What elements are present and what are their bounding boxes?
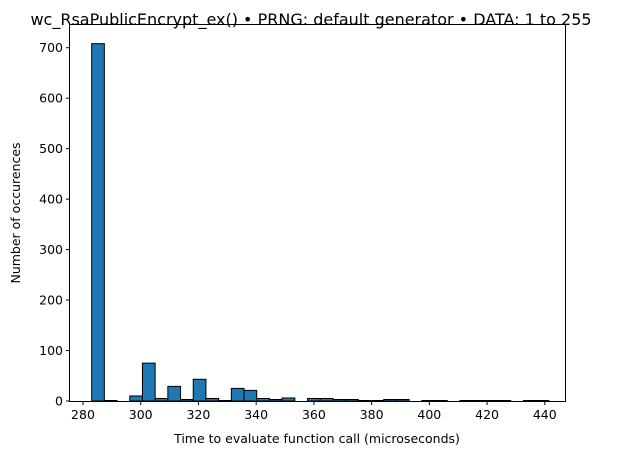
histogram-bar: [345, 398, 359, 402]
histogram-bar: [332, 398, 347, 402]
y-tick-label: 600: [39, 91, 63, 106]
histogram-bar: [180, 398, 194, 402]
x-tick-label: 340: [244, 407, 268, 422]
plot-frame: [69, 24, 566, 402]
histogram-bar: [522, 400, 537, 402]
histogram-bar: [395, 398, 410, 402]
y-tick-label: 0: [55, 394, 63, 409]
histogram-bar: [243, 389, 258, 402]
y-tick-label: 500: [39, 141, 63, 156]
histogram-bar: [141, 362, 156, 402]
y-tick-label: 700: [39, 40, 63, 55]
histogram-bar: [167, 385, 182, 402]
histogram-bar: [319, 397, 334, 402]
x-tick-label: 420: [475, 407, 499, 422]
histogram-bar: [484, 400, 499, 402]
y-axis-label: Number of occurences: [8, 142, 23, 283]
histogram-bar: [357, 400, 372, 402]
histogram-bar: [218, 400, 232, 402]
histogram-bar: [205, 397, 220, 402]
histogram-bar: [281, 397, 296, 402]
histogram-bar: [434, 400, 448, 402]
x-axis-label: Time to evaluate function call (microsec…: [173, 431, 460, 446]
chart-title: wc_RsaPublicEncrypt_ex() • PRNG: default…: [30, 10, 591, 30]
histogram-bar: [497, 400, 512, 402]
histogram-bar: [370, 400, 385, 402]
histogram-bar: [129, 395, 143, 402]
histogram-bar: [230, 387, 245, 402]
y-tick-label: 200: [39, 293, 63, 308]
histogram-bar: [535, 400, 550, 402]
y-tick-label: 300: [39, 242, 63, 257]
histogram-bar: [421, 400, 436, 402]
histogram-bar: [192, 378, 207, 402]
histogram-bar: [91, 43, 105, 402]
histogram-bar: [459, 400, 474, 402]
y-tick-label: 100: [39, 343, 63, 358]
histogram-bar: [154, 397, 169, 402]
histogram-bar: [256, 397, 270, 402]
x-tick-label: 360: [302, 407, 326, 422]
histogram-bar: [103, 400, 118, 402]
histogram-bar: [383, 398, 397, 402]
x-axis: 280 300 320 340 360 380 400 420 440: [71, 401, 557, 422]
histogram-bar: [307, 397, 321, 402]
x-tick-label: 440: [533, 407, 557, 422]
x-tick-label: 380: [360, 407, 384, 422]
bars-layer: [91, 43, 550, 402]
x-tick-label: 320: [187, 407, 211, 422]
histogram-bar: [268, 398, 283, 402]
y-tick-label: 400: [39, 192, 63, 207]
histogram-bar: [472, 400, 486, 402]
x-tick-label: 280: [71, 407, 95, 422]
x-tick-label: 400: [417, 407, 441, 422]
x-tick-label: 300: [129, 407, 153, 422]
y-axis: 0 100 200 300 400 500 600 700: [39, 40, 70, 409]
